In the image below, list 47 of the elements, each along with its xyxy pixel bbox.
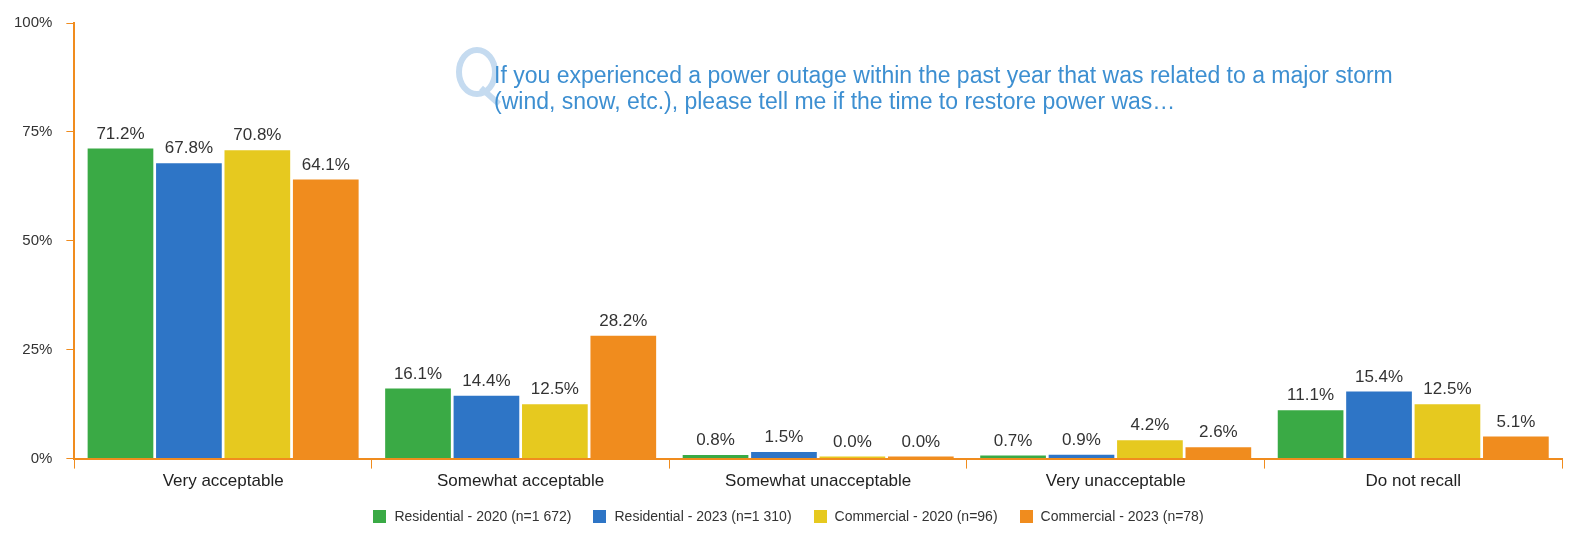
data-label: 11.1% [1287,385,1335,405]
bar [87,148,154,459]
y-tick-label: 75% [22,122,53,140]
bar [156,163,222,459]
y-tick-label: 100% [13,13,53,31]
data-label: 2.6% [1198,422,1238,442]
data-label: 1.5% [764,427,804,447]
data-label: 28.2% [599,310,648,330]
legend-label: Commercial - 2020 (n=96) [834,508,998,524]
data-label: 0.7% [993,430,1033,450]
data-label: 5.1% [1496,411,1536,431]
bar [385,388,451,459]
x-tick-label: Very unacceptable [1045,471,1186,491]
bar [682,455,749,459]
bar [522,404,588,459]
data-label: 70.8% [233,125,282,145]
data-label: 4.2% [1130,415,1170,435]
y-tick-label: 50% [22,230,53,248]
bar [1117,440,1183,459]
bar [751,452,817,459]
text: If you experienced a power outage within the past year that was related to a major storm (wind, snow, etc.), please tell me if the time to restore power was… [494,62,1394,114]
data-label: 12.5% [1423,379,1472,399]
bar [453,395,520,459]
data-label: 15.4% [1354,366,1404,386]
legend-label: Residential - 2023 (n=1 310) [614,508,792,524]
bar [1277,410,1344,459]
x-tick-label: Somewhat unacceptable [725,471,912,491]
x-tick-label: Very acceptable [162,471,284,491]
data-label: 67.8% [164,138,214,158]
bar [1346,391,1412,459]
data-label: 0.0% [901,431,941,451]
bar [1414,404,1481,459]
y-tick-label: 0% [30,448,53,466]
data-label: 16.1% [393,363,443,383]
data-label: 14.4% [462,371,511,391]
data-label: 0.8% [696,430,735,450]
legend-label: Commercial - 2023 (n=78) [1040,508,1204,524]
bar [224,150,291,459]
legend-label: Residential - 2020 (n=1 672) [394,508,572,524]
data-label: 71.2% [96,123,145,143]
data-label: 0.0% [833,431,872,451]
data-label: 12.5% [530,379,579,399]
y-tick-label: 25% [22,339,53,357]
data-label: 0.9% [1062,429,1101,449]
x-tick-label: Do not recall [1365,471,1461,491]
x-tick-label: Somewhat acceptable [437,471,605,491]
data-label: 64.1% [301,154,350,174]
